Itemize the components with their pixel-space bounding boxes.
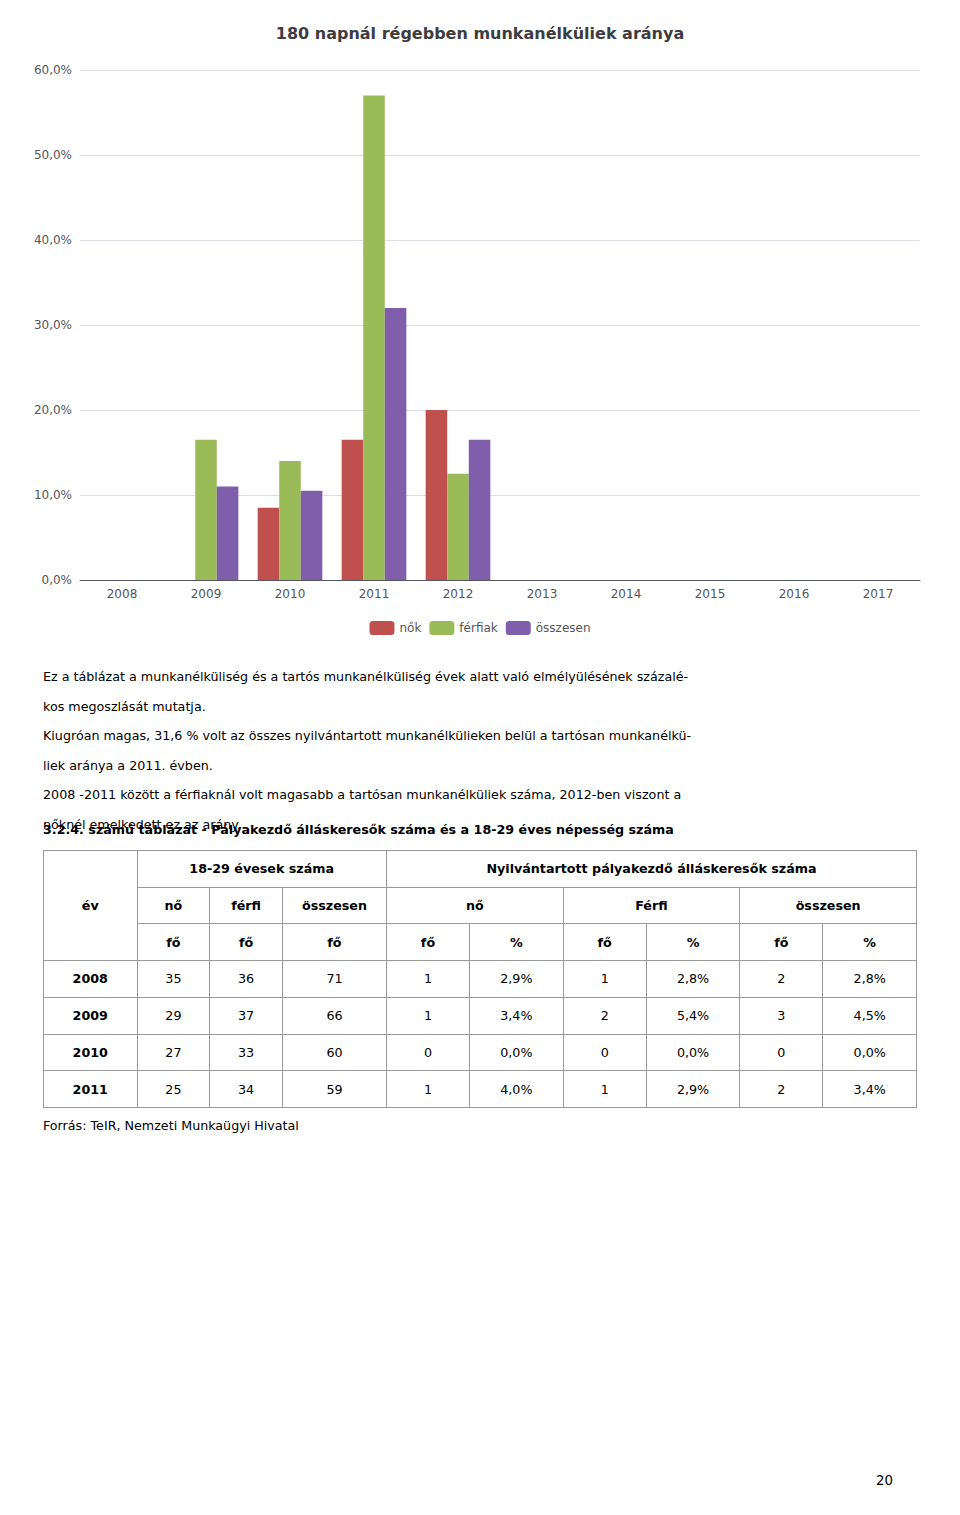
html-text:2,9%: 2,9%	[676, 1081, 710, 1097]
html-text:4,0%: 4,0%	[500, 1081, 533, 1097]
html-text:18-29 évesek száma: 18-29 évesek száma	[189, 861, 335, 877]
html-text:25: 25	[165, 1081, 182, 1097]
html-text:60: 60	[326, 1044, 343, 1060]
html-text:0,0%: 0,0%	[500, 1044, 533, 1060]
html-text:férfi: férfi	[231, 898, 261, 913]
html-text:3: 3	[777, 1008, 786, 1024]
html-text:2010: 2010	[72, 1044, 108, 1060]
html-text:3,4%: 3,4%	[853, 1081, 886, 1097]
svg-text:nők: nők	[399, 621, 421, 635]
html-text:3,4%: 3,4%	[500, 1008, 533, 1024]
html-text:29: 29	[165, 1008, 182, 1024]
html-text:66: 66	[326, 1008, 343, 1024]
html-text:nő: nő	[465, 898, 484, 913]
svg-text:2015: 2015	[695, 587, 726, 601]
html-text:37: 37	[238, 1008, 255, 1024]
html-text:59: 59	[326, 1081, 343, 1097]
html-text:2009: 2009	[72, 1008, 108, 1024]
html-text:27: 27	[165, 1044, 182, 1060]
svg-text:20,0%: 20,0%	[34, 403, 72, 417]
html-text:36: 36	[238, 971, 255, 987]
html-text:4,5%: 4,5%	[853, 1008, 886, 1024]
html-text:fő: fő	[774, 934, 789, 950]
html-text:0: 0	[424, 1044, 432, 1060]
html-text:5,4%: 5,4%	[676, 1008, 710, 1024]
svg-text:2008: 2008	[107, 587, 138, 601]
html-text:1: 1	[424, 971, 432, 987]
svg-text:2009: 2009	[191, 587, 222, 601]
svg-text:férfiak: férfiak	[459, 621, 497, 635]
html-text:2008 -2011 között a férfiaknál: 2008 -2011 között a férfiaknál volt maga…	[43, 787, 682, 802]
svg-text:60,0%: 60,0%	[34, 63, 72, 77]
html-text:összesen: összesen	[302, 898, 367, 913]
svg-text:30,0%: 30,0%	[34, 318, 72, 332]
html-text:1: 1	[600, 1081, 609, 1097]
html-text:20: 20	[876, 1473, 893, 1488]
html-text:Férfi: Férfi	[635, 898, 668, 913]
svg-text:összesen: összesen	[536, 621, 591, 635]
svg-text:180 napnál régebben munkanélkü: 180 napnál régebben munkanélküliek arány…	[276, 24, 684, 43]
html-text:3.2.4. számú táblázat - Pályak: 3.2.4. számú táblázat - Pályakezdő állás…	[43, 822, 674, 837]
svg-text:2013: 2013	[527, 587, 558, 601]
html-text:liek aránya a 2011. évben.: liek aránya a 2011. évben.	[43, 757, 213, 773]
html-text:71: 71	[326, 971, 343, 987]
html-text:nő: nő	[164, 898, 183, 913]
html-text:fő: fő	[597, 934, 612, 950]
html-text:33: 33	[238, 1044, 255, 1060]
html-text:összesen: összesen	[795, 898, 861, 913]
html-text:fő: fő	[166, 934, 181, 950]
html-text:2,8%: 2,8%	[676, 971, 710, 987]
html-text:2011: 2011	[72, 1081, 108, 1097]
svg-text:2012: 2012	[443, 587, 474, 601]
svg-text:50,0%: 50,0%	[34, 148, 72, 162]
html-text:Nyilvántartott pályakezdő állá: Nyilvántartott pályakezdő álláskeresők s…	[486, 861, 817, 877]
html-text:0: 0	[777, 1044, 786, 1060]
html-text:év: év	[81, 898, 99, 913]
html-text:fő: fő	[420, 934, 436, 950]
svg-text:40,0%: 40,0%	[34, 233, 72, 247]
html-text:34: 34	[238, 1081, 255, 1097]
html-text:1: 1	[424, 1081, 432, 1097]
svg-text:2016: 2016	[779, 587, 810, 601]
html-text:1: 1	[600, 971, 609, 987]
html-text:0,0%: 0,0%	[853, 1044, 886, 1060]
html-text:2: 2	[777, 1081, 786, 1097]
html-text:Ez a táblázat a munkanélkülisé: Ez a táblázat a munkanélküliség és a tar…	[43, 669, 689, 684]
svg-text:2011: 2011	[359, 587, 390, 601]
svg-text:10,0%: 10,0%	[34, 488, 72, 502]
html-text:2: 2	[777, 971, 786, 987]
html-text:Forrás: TeIR, Nemzeti Munkaügy: Forrás: TeIR, Nemzeti Munkaügyi Hivatal	[43, 1118, 299, 1133]
html-text:2: 2	[600, 1008, 609, 1024]
html-text:0,0%: 0,0%	[676, 1044, 710, 1060]
html-text:35: 35	[165, 971, 182, 987]
svg-text:0,0%: 0,0%	[42, 573, 73, 587]
html-text:fő: fő	[239, 934, 254, 950]
html-text:2,8%: 2,8%	[853, 971, 886, 987]
html-text:nőknél emelkedett ez az arány.: nőknél emelkedett ez az arány.	[43, 816, 242, 832]
html-text:kos megoszlását mutatja.: kos megoszlását mutatja.	[43, 698, 206, 714]
svg-text:2010: 2010	[275, 587, 306, 601]
html-text:1: 1	[424, 1008, 432, 1024]
html-text:2008: 2008	[72, 971, 108, 987]
svg-text:2014: 2014	[611, 587, 642, 601]
html-text:Kiugróan magas, 31,6 % volt az: Kiugróan magas, 31,6 % volt az összes ny…	[43, 728, 692, 743]
svg-text:2017: 2017	[863, 587, 894, 601]
html-text:2,9%: 2,9%	[500, 971, 533, 987]
html-text:0: 0	[600, 1044, 609, 1060]
html-text:fő: fő	[327, 934, 342, 950]
